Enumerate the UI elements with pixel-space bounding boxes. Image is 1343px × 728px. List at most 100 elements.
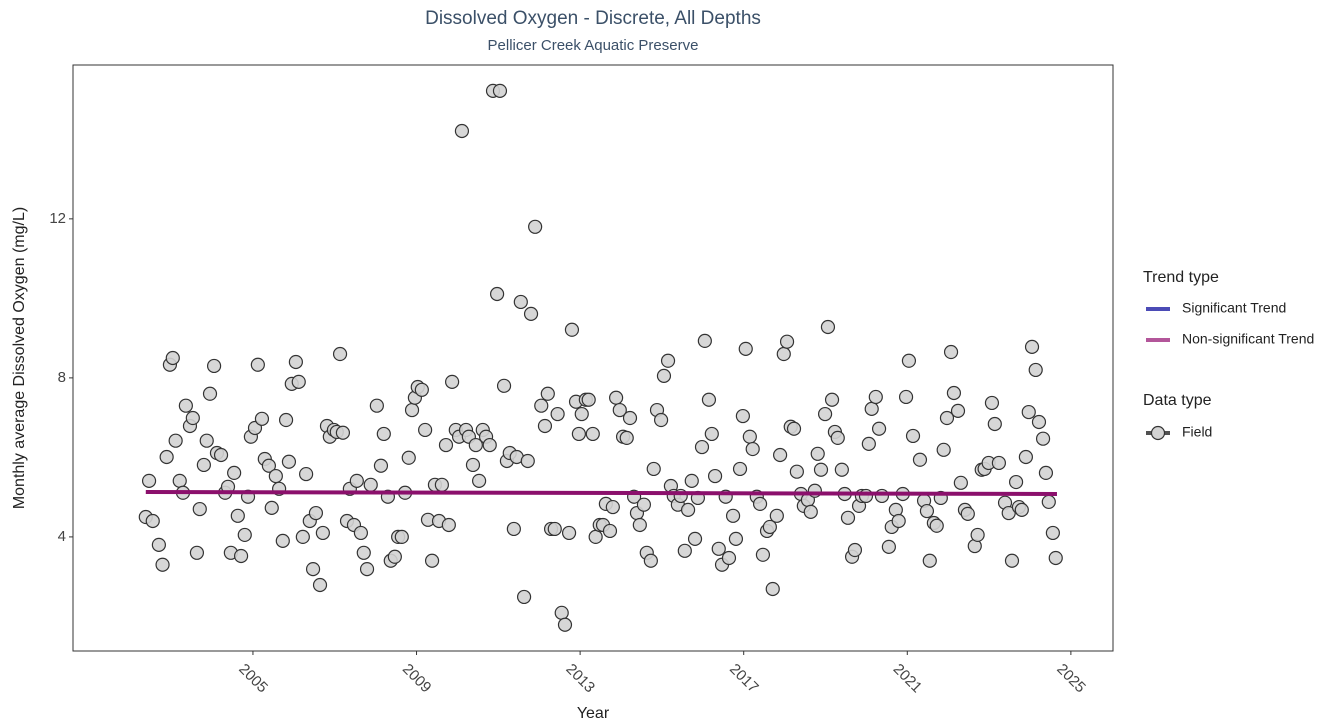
point xyxy=(496,378,512,393)
point xyxy=(151,537,166,552)
point xyxy=(445,374,460,389)
point xyxy=(438,437,454,453)
point xyxy=(363,477,378,492)
point xyxy=(1018,449,1033,465)
point xyxy=(308,505,324,521)
point xyxy=(441,517,456,533)
point xyxy=(987,416,1002,432)
point xyxy=(547,521,562,537)
point xyxy=(868,389,883,405)
point xyxy=(820,319,836,335)
point xyxy=(192,501,207,517)
point xyxy=(776,346,791,362)
point xyxy=(465,457,481,473)
point xyxy=(789,464,804,479)
point xyxy=(687,531,703,546)
point xyxy=(404,402,420,418)
point xyxy=(213,447,229,463)
point xyxy=(250,357,265,372)
point xyxy=(489,286,505,302)
point xyxy=(898,389,914,405)
y-tick-label: 8 xyxy=(58,369,66,386)
point xyxy=(950,403,966,418)
y-axis-label: Monthly average Dissolved Oxygen (mg/L) xyxy=(11,207,28,509)
point xyxy=(773,447,788,463)
point xyxy=(1004,553,1020,568)
point xyxy=(847,542,863,558)
chart-subtitle: Pellicer Creek Aquatic Preserve xyxy=(488,37,699,54)
point xyxy=(424,553,440,568)
point xyxy=(237,527,252,543)
point xyxy=(697,333,712,349)
point xyxy=(230,508,245,523)
point xyxy=(677,543,692,558)
point xyxy=(206,358,222,374)
trend-line xyxy=(145,489,1057,496)
point xyxy=(516,589,532,605)
plot-area xyxy=(72,64,1114,652)
point xyxy=(694,439,710,455)
point xyxy=(227,465,242,480)
point xyxy=(418,422,433,438)
point xyxy=(765,581,780,597)
point xyxy=(275,533,290,548)
point xyxy=(939,410,955,426)
point xyxy=(701,392,717,407)
point xyxy=(281,454,297,469)
point xyxy=(786,421,802,436)
point xyxy=(159,449,174,465)
point xyxy=(936,442,951,457)
point xyxy=(602,523,618,539)
point xyxy=(588,529,603,545)
point xyxy=(454,123,470,139)
point xyxy=(943,344,959,360)
point xyxy=(554,605,569,620)
point xyxy=(557,617,573,632)
point xyxy=(643,553,658,568)
point xyxy=(728,531,744,546)
point xyxy=(268,468,283,484)
point xyxy=(810,446,825,461)
point xyxy=(660,353,676,368)
point xyxy=(752,496,768,512)
point xyxy=(1008,474,1024,490)
point xyxy=(581,392,596,407)
point xyxy=(725,508,741,523)
legend-label: Significant Trend xyxy=(1182,300,1286,316)
point xyxy=(278,412,294,428)
point xyxy=(141,473,157,488)
point xyxy=(376,426,391,442)
point xyxy=(401,450,416,465)
point xyxy=(574,406,589,422)
point xyxy=(817,406,833,422)
point xyxy=(520,453,535,469)
point xyxy=(929,518,944,533)
point xyxy=(622,410,638,426)
point xyxy=(874,488,890,504)
point xyxy=(711,541,726,556)
point xyxy=(1038,465,1054,480)
point xyxy=(185,410,200,426)
point xyxy=(1021,404,1036,420)
point xyxy=(813,462,829,477)
legend-swatch xyxy=(1150,425,1166,441)
point xyxy=(513,294,528,310)
point xyxy=(155,557,170,572)
point xyxy=(912,452,928,467)
point xyxy=(984,395,1000,411)
point xyxy=(905,428,921,444)
point xyxy=(369,398,384,413)
point xyxy=(779,334,795,349)
point xyxy=(858,488,874,504)
point xyxy=(178,398,193,413)
point xyxy=(189,545,205,560)
point xyxy=(619,430,634,446)
point xyxy=(830,430,845,446)
point xyxy=(656,368,672,383)
point xyxy=(946,385,962,401)
point xyxy=(564,322,580,337)
point xyxy=(738,341,753,356)
point xyxy=(528,219,543,234)
point xyxy=(349,473,364,488)
